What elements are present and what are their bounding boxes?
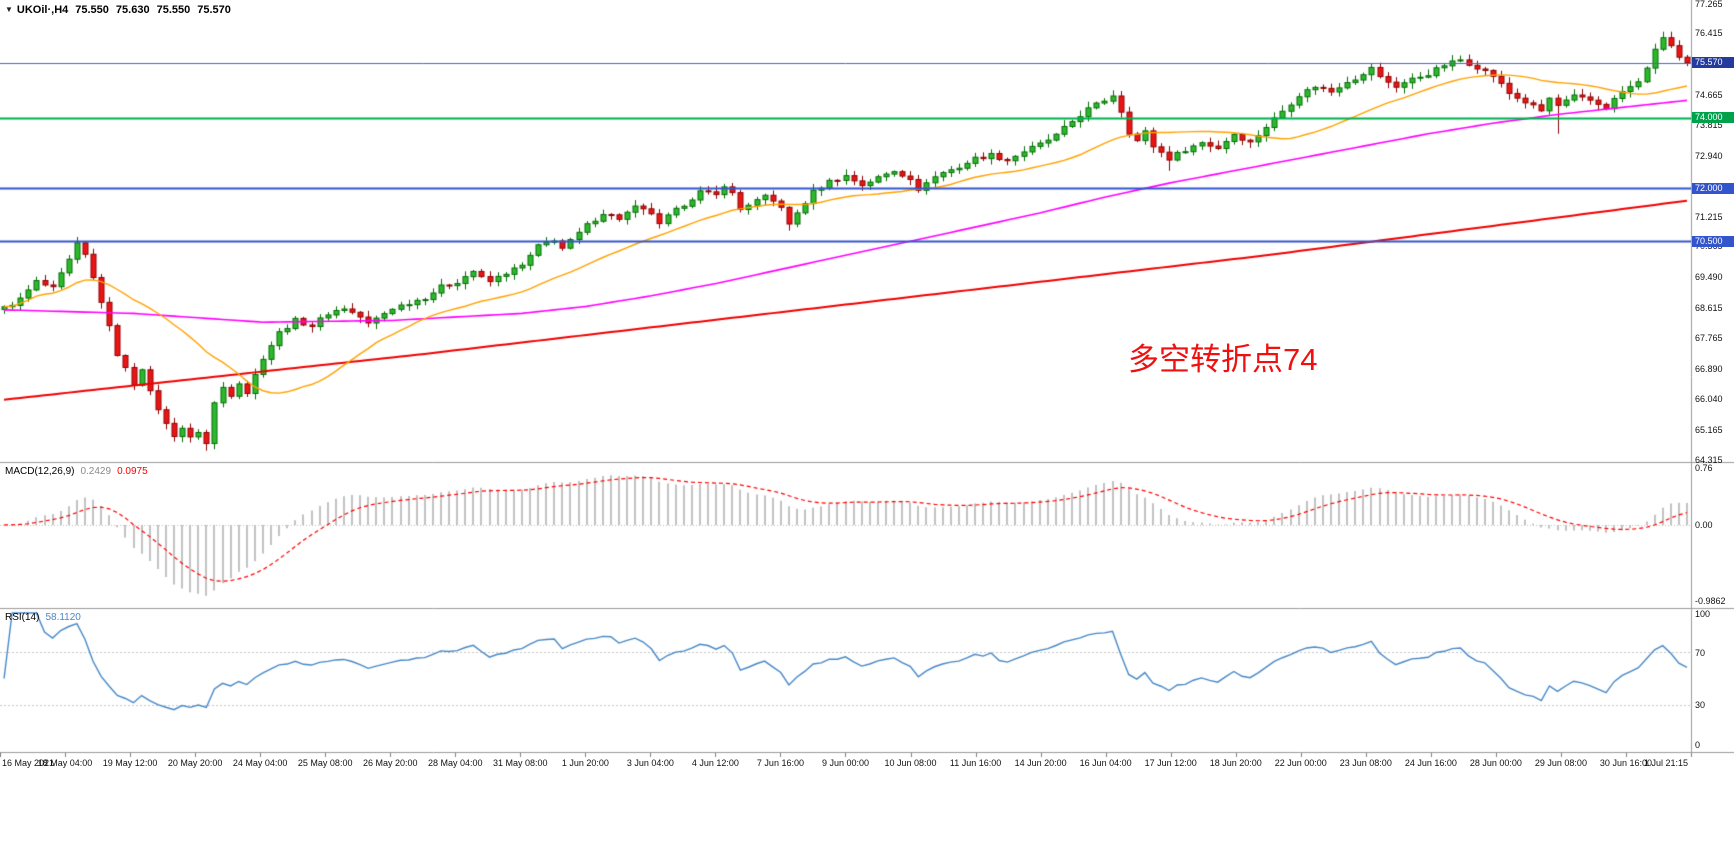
time-axis-label: 11 Jun 16:00 (949, 758, 1002, 768)
time-axis-label: 23 Jun 08:00 (1339, 758, 1392, 768)
symbol-period-label: UKOil·,H4 (16, 4, 69, 16)
time-axis-label: 22 Jun 00:00 (1274, 758, 1327, 768)
time-axis-label: 4 Jun 12:00 (691, 758, 739, 768)
time-axis-label: 24 Jun 16:00 (1404, 758, 1457, 768)
chart-dropdown-icon: ▼ (5, 5, 13, 14)
ohlc-high-value: 75.630 (115, 4, 150, 16)
price-axis-gutter[interactable]: 77.26576.41574.66573.81572.94071.21570.3… (1692, 0, 1734, 752)
time-axis-label: 30 Jun 16:00 (1599, 758, 1652, 768)
price-tag-74.000: 74.000 (1692, 112, 1734, 124)
price-axis-label: 71.215 (1695, 211, 1723, 222)
time-axis-label: 28 May 04:00 (427, 758, 483, 768)
price-axis-label: 73.815 (1695, 119, 1723, 130)
price-axis-label: 64.315 (1695, 454, 1723, 465)
rsi-axis-label: 70 (1695, 647, 1706, 658)
time-axis-label: 16 Jun 04:00 (1079, 758, 1132, 768)
macd-axis-label: -0.9862 (1695, 595, 1726, 606)
time-axis-label: 10 Jun 08:00 (884, 758, 937, 768)
time-axis-label: 9 Jun 00:00 (821, 758, 870, 768)
macd-axis-label: 0.00 (1695, 520, 1713, 531)
macd-name: MACD(12,26,9) (5, 466, 75, 477)
price-axis-label: 68.615 (1695, 303, 1723, 314)
time-axis-label: 19 May 12:00 (102, 758, 158, 768)
price-axis-label: 66.890 (1695, 363, 1723, 374)
rsi-value: 58.1120 (45, 612, 81, 623)
chart-canvas[interactable] (0, 0, 1734, 790)
rsi-axis-label: 0 (1695, 739, 1701, 750)
macd-axis-label: 0.76 (1695, 462, 1713, 473)
price-axis-label: 65.165 (1695, 424, 1723, 435)
time-axis[interactable]: 16 May 2021 18 May 04:00 19 May 12:00 20 Ma… (0, 753, 1692, 783)
time-axis-label: 18 May 04:00 (37, 758, 93, 768)
price-axis-label: 72.940 (1695, 150, 1723, 161)
price-axis-label: 69.490 (1695, 272, 1723, 283)
time-axis-label: 3 Jun 04:00 (626, 758, 674, 768)
macd-indicator-label: MACD(12,26,9) 0.2429 0.0975 (5, 466, 154, 477)
price-axis-label: 77.265 (1695, 0, 1723, 9)
time-axis-label: 17 Jun 12:00 (1144, 758, 1197, 768)
text-annotation[interactable]: 多空转折点74 (1128, 342, 1318, 377)
rsi-indicator-label: RSI(14) 58.1120 (5, 612, 87, 623)
time-axis-label: 25 May 08:00 (297, 758, 353, 768)
time-axis-label: 18 Jun 20:00 (1209, 758, 1262, 768)
time-axis-label: 28 Jun 00:00 (1469, 758, 1522, 768)
rsi-axis-label: 30 (1695, 700, 1706, 711)
time-axis-label: 20 May 20:00 (167, 758, 223, 768)
time-axis-label: 1 Jul 21:15 (1643, 758, 1688, 768)
time-axis-label: 31 May 08:00 (493, 758, 548, 768)
time-axis-label: 7 Jun 16:00 (756, 758, 804, 768)
macd-main-value: 0.2429 (80, 466, 112, 477)
time-axis-label: 26 May 20:00 (362, 758, 418, 768)
chart-title: ▼ UKOil·,H4 75.550 75.630 75.550 75.570 (5, 4, 231, 16)
price-axis-label: 74.665 (1695, 90, 1723, 101)
price-tag-70.500: 70.500 (1692, 235, 1734, 247)
ohlc-low-value: 75.550 (156, 4, 191, 16)
time-axis-label: 14 Jun 20:00 (1014, 758, 1067, 768)
price-tag-72.000: 72.000 (1692, 182, 1734, 194)
time-axis-label: 24 May 04:00 (232, 758, 288, 768)
price-axis-label: 67.765 (1695, 333, 1723, 344)
time-axis-label: 16 May 2021 (2, 758, 55, 768)
rsi-axis-label: 100 (1695, 608, 1711, 619)
ohlc-close-value: 75.570 (197, 4, 231, 16)
price-axis-label: 66.040 (1695, 393, 1723, 404)
price-axis-label: 76.415 (1695, 28, 1723, 39)
time-axis-label: 1 Jun 20:00 (561, 758, 609, 768)
ohlc-open-value: 75.550 (75, 4, 109, 16)
time-axis-label: 29 Jun 08:00 (1534, 758, 1587, 768)
macd-signal-value: 0.0975 (117, 466, 148, 477)
price-tag-75.570: 75.570 (1692, 57, 1734, 69)
rsi-name: RSI(14) (5, 612, 40, 623)
